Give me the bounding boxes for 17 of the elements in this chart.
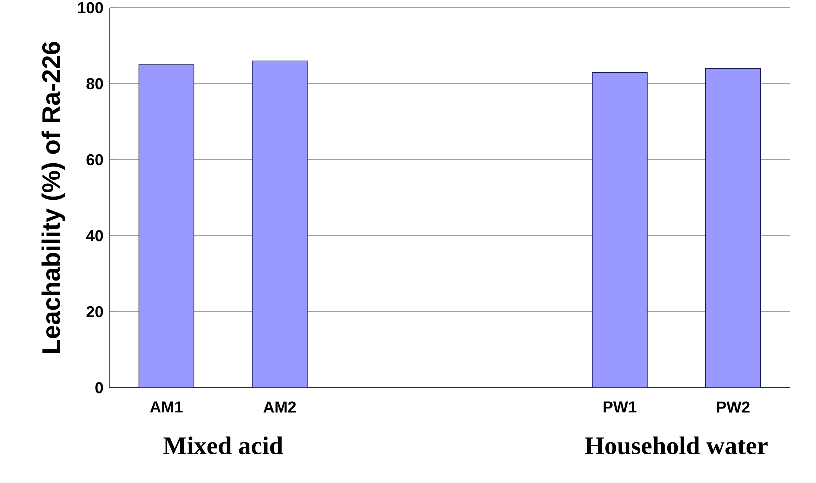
y-tick-label: 20 — [86, 306, 104, 318]
bar — [252, 60, 308, 388]
y-tick-label: 0 — [96, 382, 104, 394]
y-tick-label: 60 — [86, 154, 104, 166]
x-tick-label: PW1 — [604, 402, 637, 413]
y-tick-label: 100 — [78, 2, 104, 14]
x-tick-label: PW2 — [717, 402, 750, 413]
bar — [705, 68, 762, 388]
bar — [138, 64, 195, 388]
x-tick-label: AM1 — [150, 402, 183, 413]
bar — [592, 72, 648, 388]
text: Mixed acid — [164, 436, 284, 455]
y-tick-label: 80 — [86, 78, 104, 90]
y-axis-title: Leachability (%) of Ra-226 — [42, 42, 66, 354]
text: Household water — [585, 436, 768, 455]
y-tick-label: 40 — [86, 230, 104, 242]
x-tick-label: AM2 — [264, 402, 296, 413]
